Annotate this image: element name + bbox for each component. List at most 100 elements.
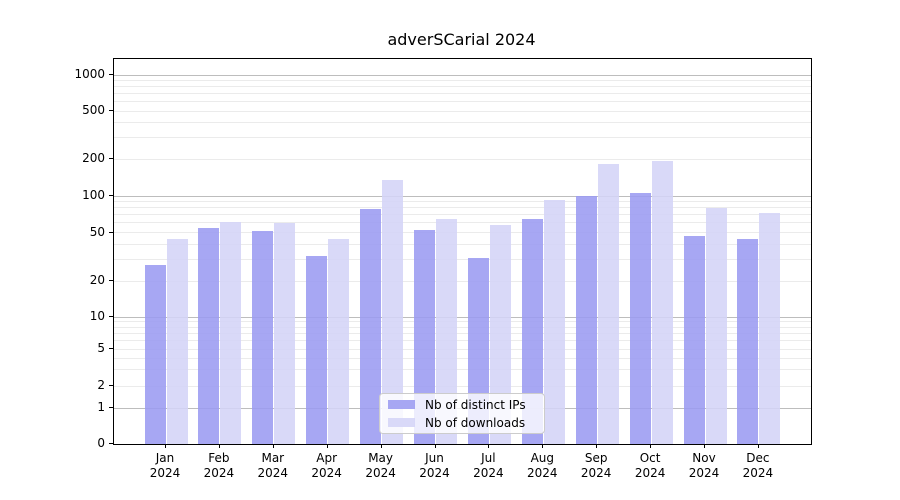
x-tick-label: Mar 2024: [257, 451, 289, 480]
grid-line-minor: [114, 357, 811, 359]
bar-distinct-ips-jun: [414, 230, 435, 444]
bar-distinct-ips-may: [360, 209, 382, 444]
x-tick-mark: [165, 444, 166, 448]
grid-line-minor: [114, 321, 811, 323]
bar-distinct-ips-aug: [521, 218, 543, 444]
grid-line-minor: [114, 280, 811, 282]
y-tick-label: 1: [97, 400, 105, 414]
bar-downloads-mar: [274, 222, 296, 444]
x-tick-label: Sep 2024: [580, 451, 612, 480]
x-tick-label: Aug 2024: [527, 451, 558, 480]
grid-line-minor: [114, 326, 811, 328]
bar-downloads-oct: [651, 161, 673, 444]
y-tick-label: 500: [82, 103, 105, 117]
grid-line-minor: [114, 93, 811, 95]
legend: Nb of distinct IPs Nb of downloads: [379, 393, 545, 434]
legend-swatch-downloads: [388, 418, 415, 427]
grid-line-minor: [114, 243, 811, 245]
y-tick-mark: [109, 280, 113, 281]
grid-line-minor: [114, 158, 811, 160]
bar-distinct-ips-mar: [252, 231, 274, 444]
bar-downloads-jun: [436, 218, 457, 444]
bar-downloads-jan: [166, 239, 188, 444]
x-tick-label: May 2024: [365, 451, 396, 480]
x-tick-label: Feb 2024: [203, 451, 235, 480]
y-tick-mark: [109, 231, 113, 233]
grid-line-major: [114, 195, 811, 197]
x-tick-mark: [757, 444, 759, 448]
plot-area: Nb of distinct IPs Nb of downloads: [113, 58, 812, 445]
legend-label-downloads: Nb of downloads: [425, 415, 526, 430]
grid-line-minor: [114, 137, 811, 139]
y-tick-label: 100: [82, 188, 105, 202]
legend-item-downloads: Nb of downloads: [388, 416, 536, 430]
bar-distinct-ips-sep: [575, 196, 597, 444]
x-tick-mark: [542, 444, 544, 448]
grid-line-major: [114, 74, 811, 76]
bar-distinct-ips-oct: [629, 193, 651, 444]
bar-downloads-dec: [759, 212, 781, 444]
bar-distinct-ips-feb: [198, 228, 220, 444]
grid-line-minor: [114, 207, 811, 209]
x-tick-label: Nov 2024: [688, 451, 720, 480]
legend-label-distinct-ips: Nb of distinct IPs: [425, 397, 526, 412]
y-tick-label: 10: [89, 309, 105, 323]
y-tick-mark: [109, 316, 113, 317]
x-tick-label: Apr 2024: [311, 451, 342, 480]
x-tick-mark: [704, 444, 705, 448]
bar-distinct-ips-dec: [737, 239, 759, 444]
y-tick-mark: [109, 74, 113, 75]
chart-title: adverSCarial 2024: [387, 30, 536, 49]
y-tick-label: 20: [89, 273, 105, 287]
grid-line-minor: [114, 340, 811, 342]
grid-line-minor: [114, 348, 811, 350]
grid-line-major: [114, 316, 811, 318]
bar-downloads-sep: [597, 163, 619, 444]
x-tick-mark: [596, 444, 598, 448]
grid-line-minor: [114, 332, 811, 334]
y-tick-mark: [109, 348, 113, 349]
x-tick-mark: [650, 444, 652, 448]
x-tick-mark: [326, 444, 328, 448]
x-tick-label: Dec 2024: [742, 451, 774, 480]
x-tick-mark: [434, 444, 436, 448]
bar-distinct-ips-jan: [144, 265, 166, 444]
x-tick-mark: [218, 444, 220, 448]
grid-line-minor: [114, 201, 811, 203]
bar-downloads-may: [382, 179, 404, 444]
grid-line-minor: [114, 369, 811, 371]
x-tick-mark: [488, 444, 490, 448]
grid-line-minor: [114, 79, 811, 81]
x-tick-label: Jun 2024: [419, 451, 450, 480]
y-tick-label: 200: [82, 151, 105, 165]
y-tick-label: 5: [97, 341, 105, 355]
y-tick-mark: [109, 195, 113, 196]
y-tick-mark: [109, 407, 113, 408]
y-tick-mark: [109, 443, 113, 444]
y-tick-label: 2: [97, 378, 105, 392]
bar-downloads-aug: [543, 199, 565, 444]
grid-line-minor: [114, 101, 811, 103]
y-tick-mark: [109, 158, 113, 159]
bar-distinct-ips-apr: [306, 256, 328, 444]
x-tick-mark: [380, 444, 382, 448]
x-tick-label: Jan 2024: [149, 451, 181, 480]
grid-line-minor: [114, 86, 811, 88]
grid-line-minor: [114, 222, 811, 224]
x-tick-label: Oct 2024: [634, 451, 666, 480]
grid-line-minor: [114, 110, 811, 112]
bar-downloads-jul: [489, 224, 511, 444]
y-tick-label: 50: [89, 224, 105, 239]
grid-line-minor: [114, 232, 811, 233]
legend-swatch-distinct-ips: [388, 400, 415, 409]
y-tick-mark: [109, 385, 113, 386]
grid-line-minor: [114, 214, 811, 216]
bar-distinct-ips-nov: [683, 235, 705, 444]
bar-downloads-feb: [220, 222, 242, 444]
x-tick-label: Jul 2024: [473, 451, 504, 480]
y-tick-mark: [109, 110, 113, 111]
bar-downloads-apr: [328, 239, 350, 444]
y-tick-label: 0: [97, 436, 105, 450]
grid-line-minor: [114, 385, 811, 387]
